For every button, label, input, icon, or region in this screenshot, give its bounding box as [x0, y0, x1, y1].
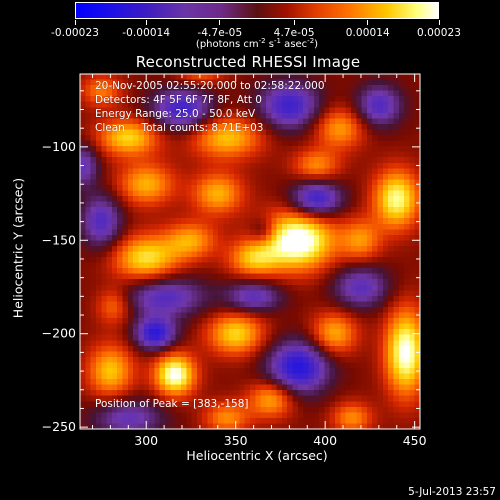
- colorbar-tick-label: 4.7e-05: [273, 27, 315, 39]
- colorbar-tick-label: -4.7e-05: [197, 27, 243, 39]
- chart-title: Reconstructed RHESSI Image: [135, 53, 361, 71]
- colorbar-tick-mark: [219, 20, 221, 25]
- x-tick-label: 300: [134, 433, 158, 448]
- peak-marker: [293, 254, 296, 257]
- y-tick-label: −150: [42, 232, 76, 247]
- info-clean-counts: Clean Total counts: 8.71E+03: [95, 122, 264, 134]
- colorbar-tick-mark: [293, 20, 295, 25]
- colorbar-tick-mark: [74, 20, 76, 25]
- peak-position-label: Position of Peak = [383,-158]: [95, 398, 249, 410]
- colorbar-tick-mark: [367, 20, 369, 25]
- x-tick-label: 400: [313, 433, 337, 448]
- info-time-range: 20-Nov-2005 02:55:20.000 to 02:58:22.000: [95, 80, 325, 92]
- heatmap-image: [80, 74, 420, 429]
- info-detectors: Detectors: 4F 5F 6F 7F 8F, Att 0: [95, 94, 262, 106]
- x-tick-label: 450: [403, 433, 427, 448]
- colorbar-units-label: (photons cm-2 s-1 asec-2): [195, 37, 319, 51]
- colorbar-tick-mark: [438, 20, 440, 25]
- y-tick-label: −100: [42, 139, 76, 154]
- plot-frame: [79, 73, 421, 430]
- timestamp: 5-Jul-2013 23:57: [408, 486, 496, 498]
- x-axis-label: Heliocentric X (arcsec): [186, 448, 328, 463]
- colorbar-tick-label: 0.00023: [416, 27, 462, 39]
- info-energy-range: Energy Range: 25.0 - 50.0 keV: [95, 108, 256, 120]
- y-axis-label: Heliocentric Y (arcsec): [10, 177, 26, 319]
- colorbar-tick-mark: [145, 20, 147, 25]
- colorbar-tick-label: -0.00014: [122, 27, 171, 39]
- colorbar-tick-label: -0.00023: [50, 27, 100, 39]
- y-tick-label: −250: [42, 419, 76, 434]
- colorbar: [75, 2, 439, 19]
- y-tick-label: −200: [42, 326, 76, 341]
- colorbar-tick-label: 0.00014: [345, 27, 390, 39]
- x-tick-label: 350: [224, 433, 248, 448]
